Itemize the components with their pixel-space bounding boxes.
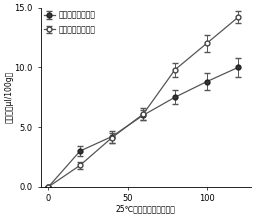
Y-axis label: 生成量（μl/100g）: 生成量（μl/100g） bbox=[4, 71, 13, 123]
X-axis label: 25℃での密封時間（分）: 25℃での密封時間（分） bbox=[115, 205, 175, 214]
Legend: アセトアルデヒド, エチルアルコール: アセトアルデヒド, エチルアルコール bbox=[43, 10, 96, 35]
